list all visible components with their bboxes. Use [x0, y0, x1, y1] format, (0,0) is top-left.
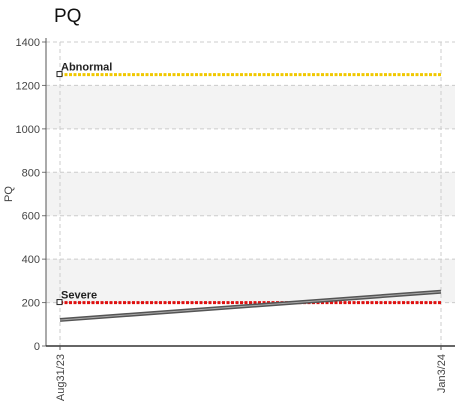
y-tick-label: 1000 [16, 124, 40, 136]
y-tick-label: 200 [22, 298, 40, 310]
x-tick-label: Jan3/24 [436, 354, 448, 393]
reference-label: Abnormal [61, 62, 112, 74]
y-tick-label: 0 [34, 341, 40, 353]
y-tick-label: 1400 [16, 37, 40, 49]
reference-label: Severe [61, 290, 97, 302]
y-axis-label: PQ [3, 186, 15, 202]
band [46, 172, 455, 216]
y-tick-label: 800 [22, 167, 40, 179]
x-tick-label: Aug31/23 [55, 354, 67, 401]
reference-marker [56, 71, 63, 78]
band [46, 85, 455, 129]
y-tick-label: 600 [22, 211, 40, 223]
series-line-highlight [59, 291, 442, 321]
chart-title: PQ [54, 6, 82, 27]
y-tick-label: 1200 [16, 80, 40, 92]
reference-marker [56, 299, 63, 306]
y-tick-label: 400 [22, 254, 40, 266]
